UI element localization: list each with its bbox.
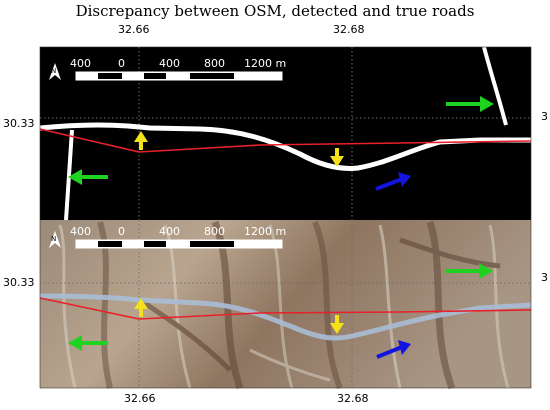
scale-label-top-4: 800 xyxy=(204,57,225,70)
satellite-panel xyxy=(39,220,532,390)
bottom-x-tick-2: 32.68 xyxy=(337,392,369,405)
scale-label-top-3: 400 xyxy=(159,57,180,70)
yellow-arrow-up-bottom xyxy=(134,298,148,317)
yellow-arrow-down-top xyxy=(330,148,344,167)
detected-road-west-branch xyxy=(64,129,74,221)
green-arrow-left-top xyxy=(68,169,108,185)
green-arrow-right-bottom xyxy=(445,263,493,279)
top-x-tick-2: 32.68 xyxy=(333,23,365,36)
osm-road-top xyxy=(39,128,532,153)
green-arrow-left-bottom xyxy=(68,335,108,351)
detected-road-east-branch xyxy=(482,46,508,126)
north-arrow-bottom xyxy=(49,231,61,248)
map-title: Discrepancy between OSM, detected and tr… xyxy=(75,2,475,20)
north-arrow-top xyxy=(49,63,61,80)
blue-arrow-bottom xyxy=(376,340,411,359)
bottom-x-tick-1: 32.66 xyxy=(124,392,156,405)
scale-label-bottom-4: 800 xyxy=(204,225,225,238)
scale-label-bottom-2: 0 xyxy=(118,225,125,238)
scale-bar-top xyxy=(75,71,283,81)
top-x-tick-1: 32.66 xyxy=(118,23,150,36)
yellow-arrow-up-top xyxy=(134,131,148,150)
scale-label-bottom-1: 400 xyxy=(70,225,91,238)
scale-bar-bottom xyxy=(75,239,283,249)
left-y-tick-bottom: 30.33 xyxy=(3,276,35,289)
scale-label-top-2: 0 xyxy=(118,57,125,70)
scale-label-top-1: 400 xyxy=(70,57,91,70)
right-y-tick-bottom: 3 xyxy=(541,271,548,284)
terrain-texture xyxy=(58,220,510,390)
north-label-bottom: N xyxy=(51,235,56,243)
scale-label-bottom-5: 1200 m xyxy=(244,225,286,238)
left-y-tick-top: 30.33 xyxy=(3,117,35,130)
detected-road-main xyxy=(39,122,531,171)
osm-road-bottom xyxy=(39,297,532,320)
north-label-top: N xyxy=(51,67,56,75)
scale-label-bottom-3: 400 xyxy=(159,225,180,238)
detected-roads-panel xyxy=(39,46,532,221)
map-frame xyxy=(39,46,532,389)
true-road-main xyxy=(39,293,532,341)
yellow-arrow-down-bottom xyxy=(330,315,344,334)
green-arrow-right-top xyxy=(446,96,494,112)
blue-arrow-top xyxy=(375,172,411,191)
scale-label-top-5: 1200 m xyxy=(244,57,286,70)
right-y-tick-top: 3 xyxy=(541,110,548,123)
